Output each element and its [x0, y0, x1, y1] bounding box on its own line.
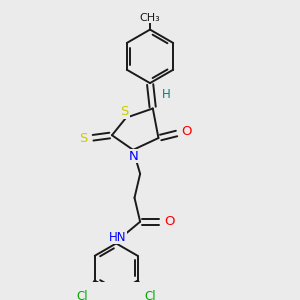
Text: CH₃: CH₃	[140, 13, 160, 23]
Text: HN: HN	[109, 231, 126, 244]
Text: N: N	[129, 150, 139, 163]
Text: H: H	[162, 88, 170, 101]
Text: Cl: Cl	[76, 290, 88, 300]
Text: Cl: Cl	[145, 290, 156, 300]
Text: O: O	[164, 215, 175, 228]
Text: O: O	[182, 125, 192, 138]
Text: S: S	[79, 131, 87, 145]
Text: S: S	[121, 105, 129, 118]
